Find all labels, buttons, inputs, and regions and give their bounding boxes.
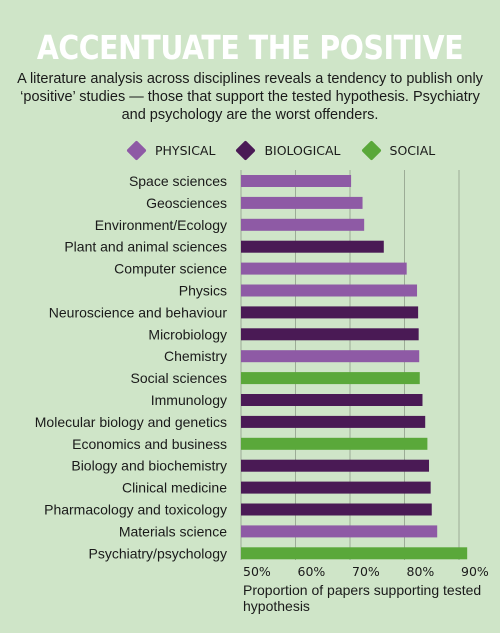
bar	[241, 306, 419, 319]
category-label: Neuroscience and behaviour	[49, 304, 228, 320]
category-label: Environment/Ecology	[95, 217, 227, 233]
category-label: Pharmacology and toxicology	[44, 502, 227, 518]
chart-subtitle: A literature analysis across disciplines…	[17, 71, 483, 123]
bar	[241, 547, 468, 560]
bar	[241, 218, 365, 231]
category-label: Psychiatry/psychology	[88, 545, 227, 561]
bar	[241, 284, 418, 297]
bar	[241, 503, 432, 516]
legend: PHYSICAL BIOLOGICAL SOCIAL	[126, 140, 457, 161]
category-label: Molecular biology and genetics	[35, 414, 227, 430]
bar	[241, 240, 384, 253]
legend-item-social: SOCIAL	[360, 140, 436, 161]
category-label: Chemistry	[164, 348, 227, 364]
category-label: Biology and biochemistry	[71, 458, 227, 474]
category-label: Materials science	[119, 523, 227, 539]
bar	[241, 481, 431, 494]
bar	[241, 525, 438, 538]
bar	[241, 437, 428, 450]
category-label: Immunology	[151, 392, 227, 408]
bar	[241, 175, 352, 187]
x-axis-label: Proportion of papers supporting tested h…	[243, 582, 482, 614]
legend-label-social: SOCIAL	[389, 143, 436, 158]
bar	[241, 350, 420, 363]
legend-item-biological: BIOLOGICAL	[235, 140, 341, 161]
category-label: Microbiology	[148, 326, 227, 342]
category-label: Economics and business	[72, 436, 227, 452]
bar	[241, 196, 363, 209]
category-label: Space sciences	[129, 173, 227, 189]
legend-label-biological: BIOLOGICAL	[264, 143, 341, 158]
category-label: Clinical medicine	[122, 480, 227, 496]
bar	[241, 394, 423, 406]
category-label: Computer science	[114, 261, 227, 277]
category-label: Geosciences	[146, 195, 227, 211]
bar	[241, 415, 426, 428]
bar	[241, 328, 419, 341]
category-label: Plant and animal sciences	[64, 239, 227, 255]
category-label: Social sciences	[131, 370, 228, 386]
legend-item-physical: PHYSICAL	[126, 140, 216, 161]
chart-title: ACCENTUATE THE POSITIVE	[36, 28, 464, 67]
x-tick-label: 90%	[461, 564, 489, 579]
bar	[241, 459, 430, 472]
legend-label-physical: PHYSICAL	[155, 143, 216, 158]
x-tick-label: 50%	[243, 564, 271, 579]
x-tick-label: 60%	[298, 564, 326, 579]
category-label: Physics	[179, 283, 227, 299]
bar	[241, 262, 407, 275]
bar	[241, 372, 420, 385]
x-tick-label: 70%	[352, 564, 380, 579]
x-tick-label: 80%	[407, 564, 435, 579]
